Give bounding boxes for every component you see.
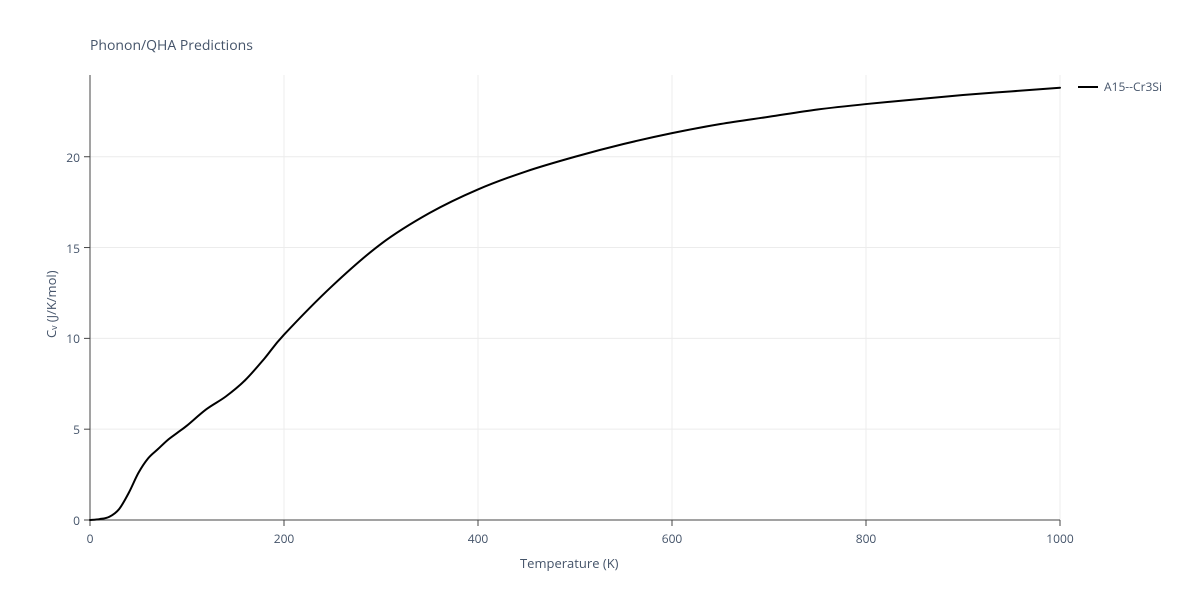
ticks-group xyxy=(84,157,1060,526)
x-tick-label: 0 xyxy=(75,530,105,547)
y-tick-label: 0 xyxy=(73,512,80,529)
y-tick-label: 15 xyxy=(66,240,80,257)
chart-title: Phonon/QHA Predictions xyxy=(90,36,253,55)
x-tick-label: 400 xyxy=(463,530,493,547)
legend: A15--Cr3Si xyxy=(1078,78,1162,95)
series-group xyxy=(90,88,1060,520)
legend-swatch xyxy=(1078,86,1098,88)
axes-group xyxy=(90,75,1060,520)
chart-container: { "chart": { "type": "line", "title": "P… xyxy=(0,0,1200,600)
legend-label: A15--Cr3Si xyxy=(1104,78,1162,95)
grid-group xyxy=(90,75,1060,520)
x-tick-label: 600 xyxy=(657,530,687,547)
x-tick-label: 1000 xyxy=(1045,530,1075,547)
y-tick-label: 5 xyxy=(73,421,80,438)
y-axis-label: Cᵥ (J/K/mol) xyxy=(42,270,60,338)
x-tick-label: 200 xyxy=(269,530,299,547)
chart-svg xyxy=(0,0,1200,600)
x-tick-label: 800 xyxy=(851,530,881,547)
x-axis-label: Temperature (K) xyxy=(520,554,619,572)
y-tick-label: 20 xyxy=(66,149,80,166)
y-tick-label: 10 xyxy=(66,330,80,347)
